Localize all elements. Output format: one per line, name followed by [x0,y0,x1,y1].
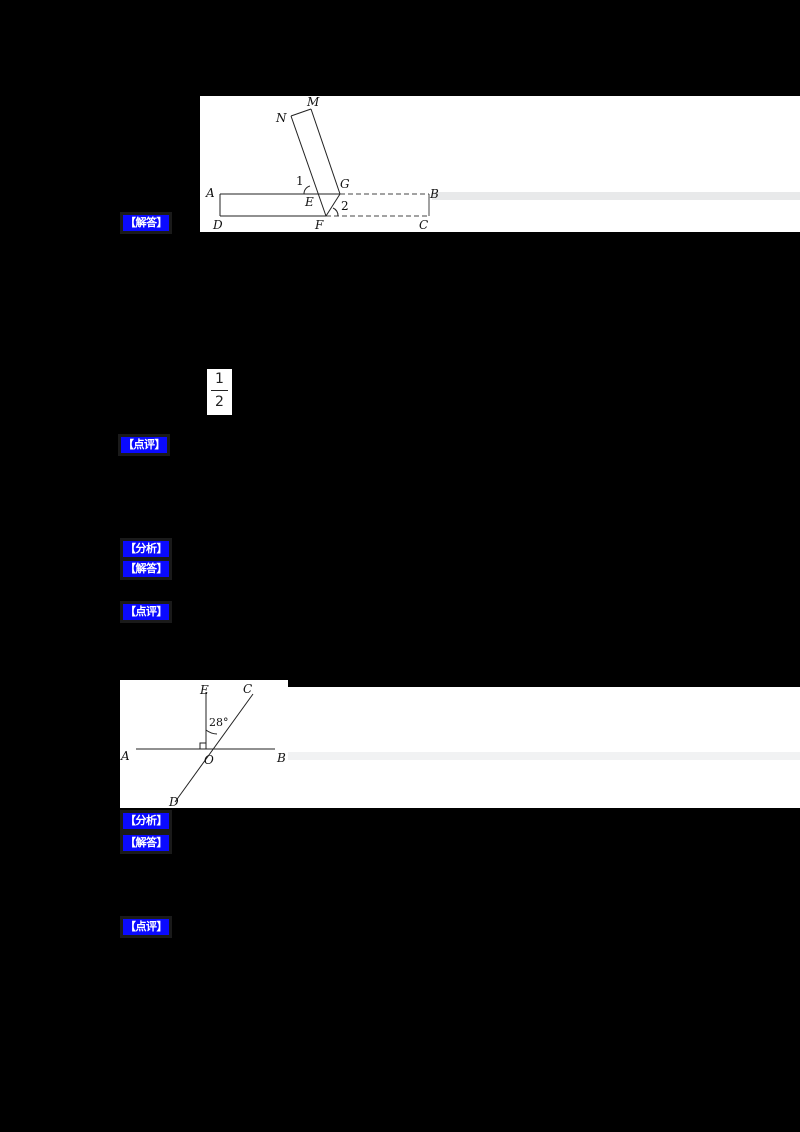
figure-2-top-background [120,680,288,688]
fraction-one-half: 1 2 [207,369,232,415]
label-e: E [199,683,209,697]
label-g: G [340,177,350,191]
figure-1-background [200,96,800,232]
fraction-denominator: 2 [215,394,224,410]
label-a: A [205,186,215,200]
tag-solution: 【解答】 [123,835,169,851]
label-b: B [276,751,286,765]
folded-strip-diagram: M N A B C D E F G 1 2 [205,96,439,232]
tag-comment: 【点评】 [121,437,167,453]
label-d: D [212,218,223,232]
label-angle-28: 28° [209,716,229,729]
label-o: O [204,753,214,767]
label-c: C [243,682,252,696]
label-m: M [306,96,320,109]
tag-solution: 【解答】 [123,561,169,577]
label-a: A [120,749,130,763]
fraction-numerator: 1 [215,371,224,387]
label-b: B [429,187,439,201]
label-angle-2: 2 [341,199,349,213]
figure-1-gray-band [432,192,800,200]
label-f: F [314,218,324,232]
label-n: N [275,111,287,125]
figure-2-background [120,687,800,808]
fraction-bar [211,390,228,391]
tag-analysis: 【分析】 [123,541,169,557]
figure-2-gray-band [288,752,800,760]
label-c: C [419,218,428,232]
tag-solution: 【解答】 [123,215,169,231]
tag-analysis: 【分析】 [123,813,169,829]
label-e: E [304,195,314,209]
label-angle-1: 1 [296,174,304,188]
perpendicular-lines-diagram: E C 28° A O B D [120,682,286,809]
label-d: D [168,795,179,809]
tag-comment: 【点评】 [123,919,169,935]
tag-comment: 【点评】 [123,604,169,620]
